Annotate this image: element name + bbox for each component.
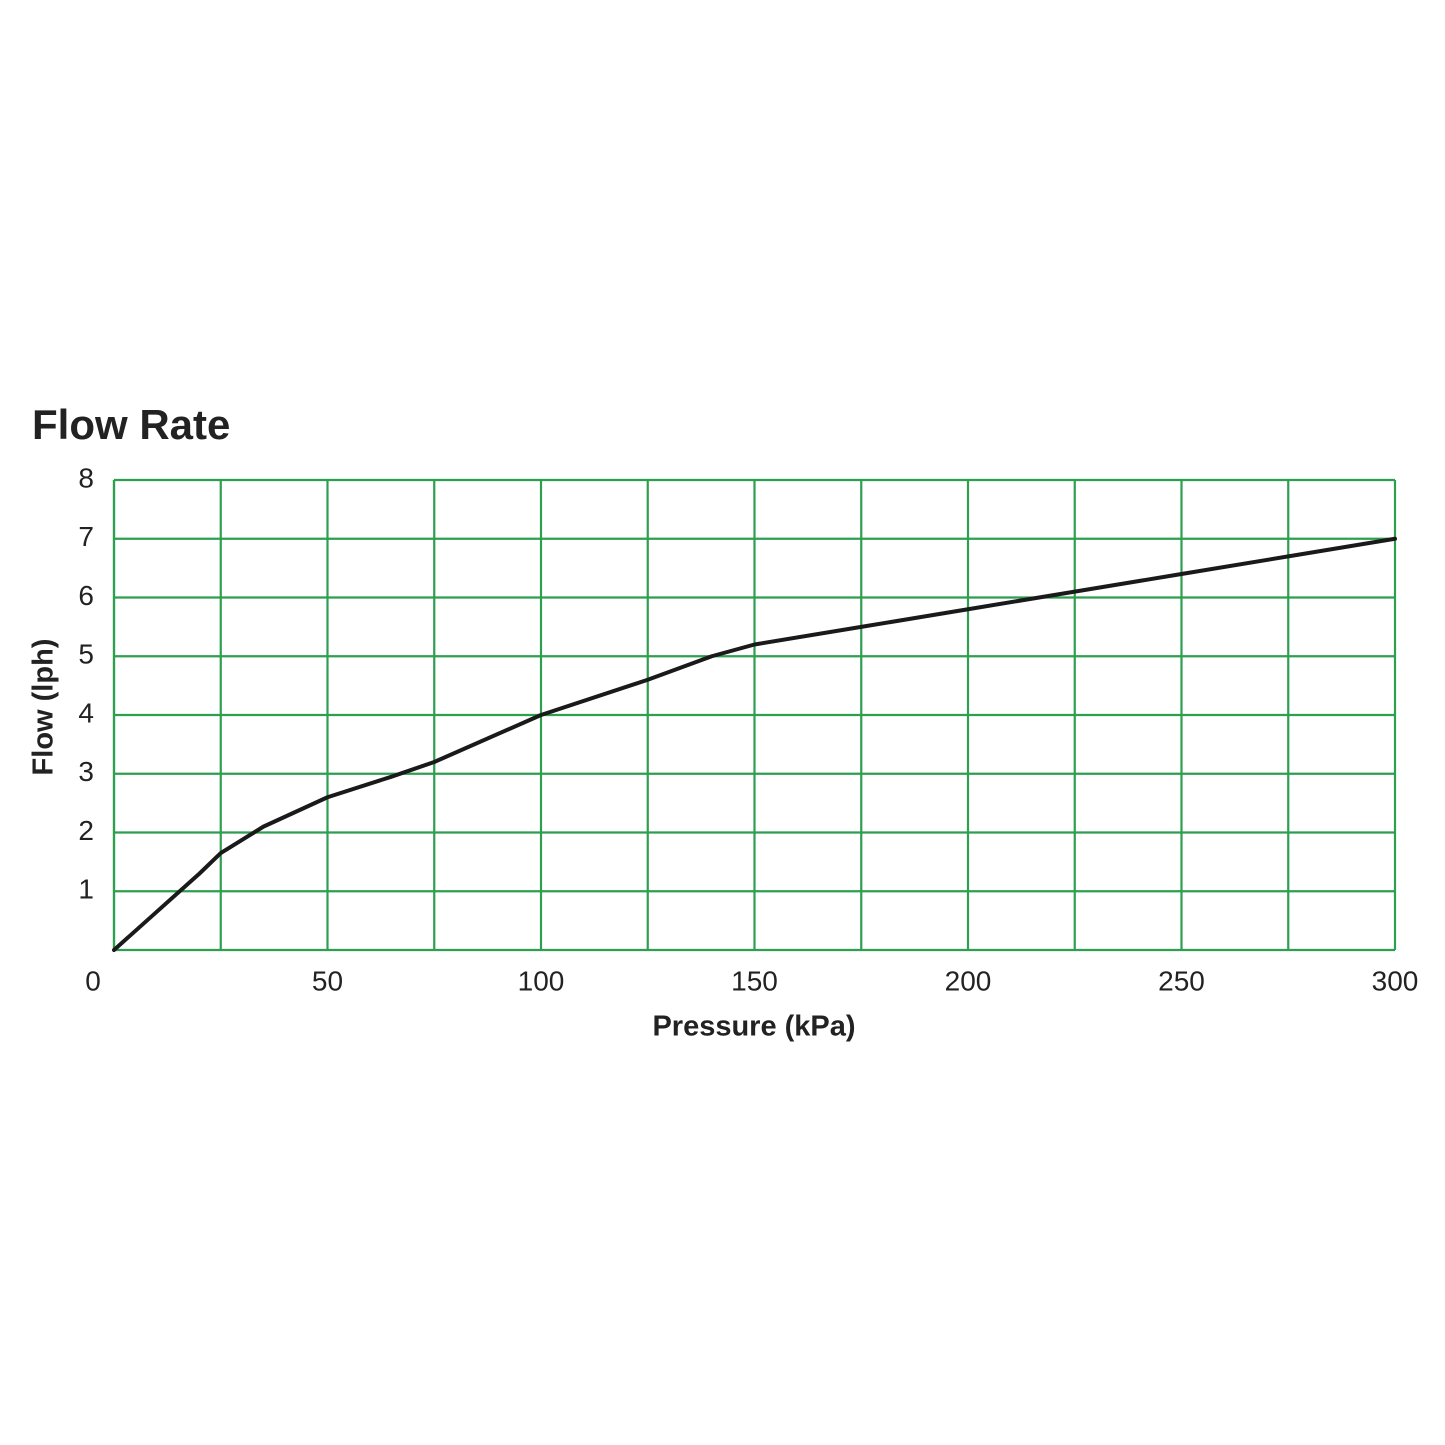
x-axis-label: Pressure (kPa) xyxy=(652,1011,855,1043)
x-tick-label: 300 xyxy=(1372,965,1419,996)
y-tick-label: 5 xyxy=(78,639,94,670)
chart-title: Flow Rate xyxy=(32,401,230,448)
y-tick-label: 7 xyxy=(78,521,94,552)
x-tick-label: 50 xyxy=(312,965,343,996)
y-tick-label: 8 xyxy=(78,462,94,493)
y-tick-label: 4 xyxy=(78,697,94,728)
x-tick-label: 100 xyxy=(518,965,565,996)
x-tick-label: 0 xyxy=(85,965,101,996)
data-line xyxy=(112,536,1397,952)
y-tick-label: 1 xyxy=(78,874,94,905)
x-tick-label: 150 xyxy=(731,965,778,996)
x-tick-label: 250 xyxy=(1158,965,1205,996)
y-tick-label: 6 xyxy=(78,580,94,611)
y-tick-label: 3 xyxy=(78,756,94,787)
y-axis-label: Flow (lph) xyxy=(28,639,60,776)
y-tick-label: 2 xyxy=(78,815,94,846)
x-tick-label: 200 xyxy=(945,965,992,996)
